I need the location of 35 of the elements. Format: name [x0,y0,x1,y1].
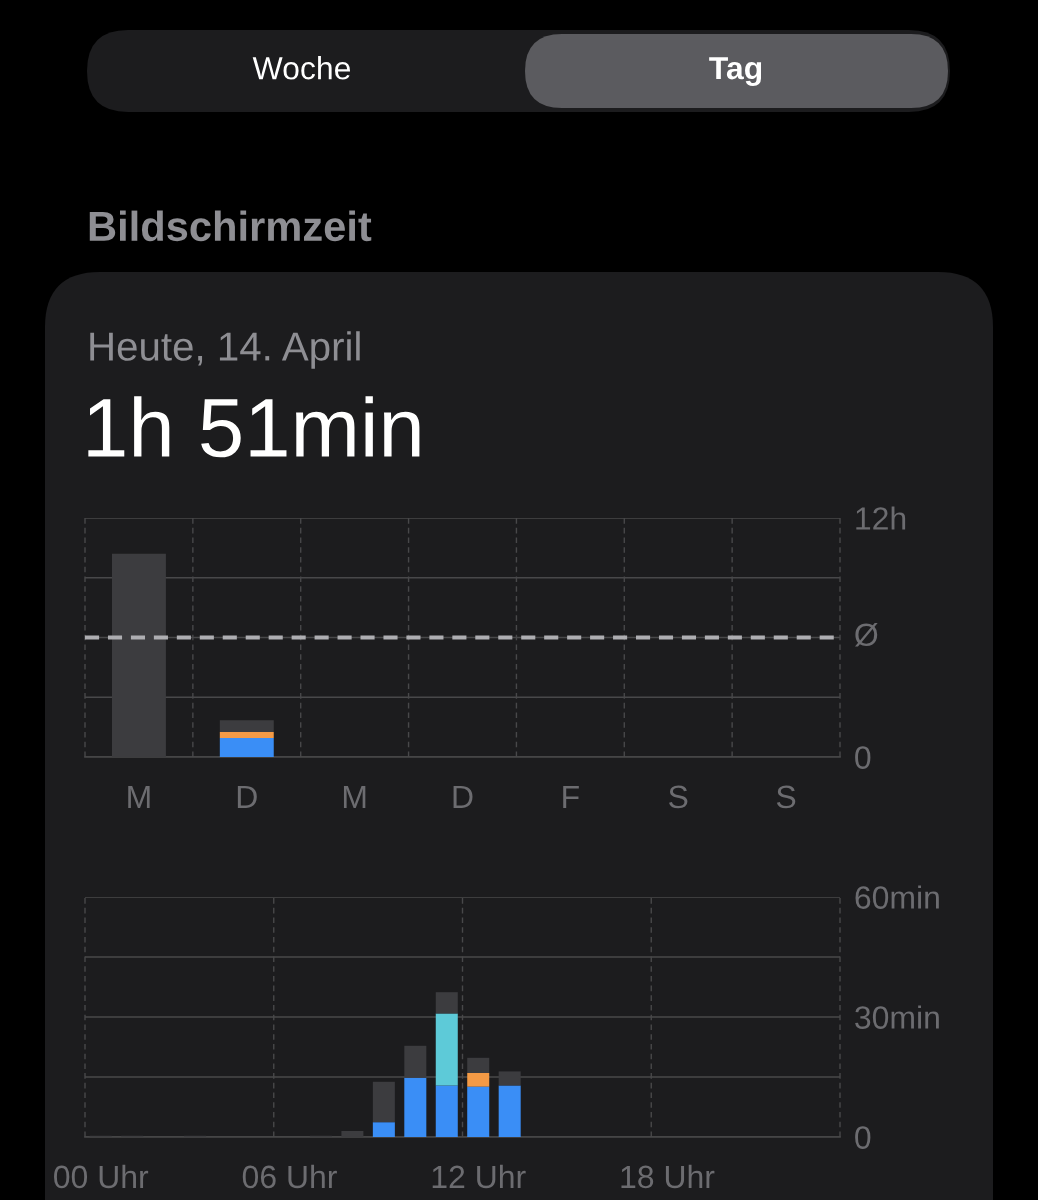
text: 1h 51min [88,396,420,458]
x-tick-label: F [563,785,579,808]
bar [435,1085,458,1137]
x-tick-label: 18 Uhr [621,1164,715,1189]
text: Tag [709,57,762,86]
bar [498,1085,521,1137]
y-tick-label: 0 [855,746,871,769]
bar [467,1086,490,1137]
x-tick-label: S [669,785,688,809]
y-tick-label: 30min [855,1005,939,1029]
bar [219,720,274,733]
bar [404,1077,427,1137]
bar [435,1013,458,1086]
x-tick-label: 00 Uhr [54,1164,149,1189]
bar [372,1122,395,1137]
x-tick-label: M [343,785,366,808]
y-tick-label: 60min [855,885,939,909]
y-tick-label: 12h [856,506,906,530]
bar [467,1057,490,1073]
bar [467,1073,490,1087]
bar [435,992,458,1014]
chart-title: Bildschirmzeit [89,210,372,242]
text: Woche [252,56,351,80]
bar [219,738,274,757]
x-tick-label: D [237,785,257,808]
x-tick-label: S [776,785,796,809]
x-tick-label: M [128,785,150,808]
x-tick-label: 12 Uhr [432,1164,526,1189]
y-tick-label: 0 [855,1126,871,1149]
x-tick-label: D [453,785,473,808]
chart-subtitle: Heute, 14. April [90,331,360,369]
x-tick-label: 06 Uhr [242,1164,337,1189]
bar [219,732,274,739]
ref-line-label: Ø [855,622,878,647]
bar [372,1081,395,1123]
